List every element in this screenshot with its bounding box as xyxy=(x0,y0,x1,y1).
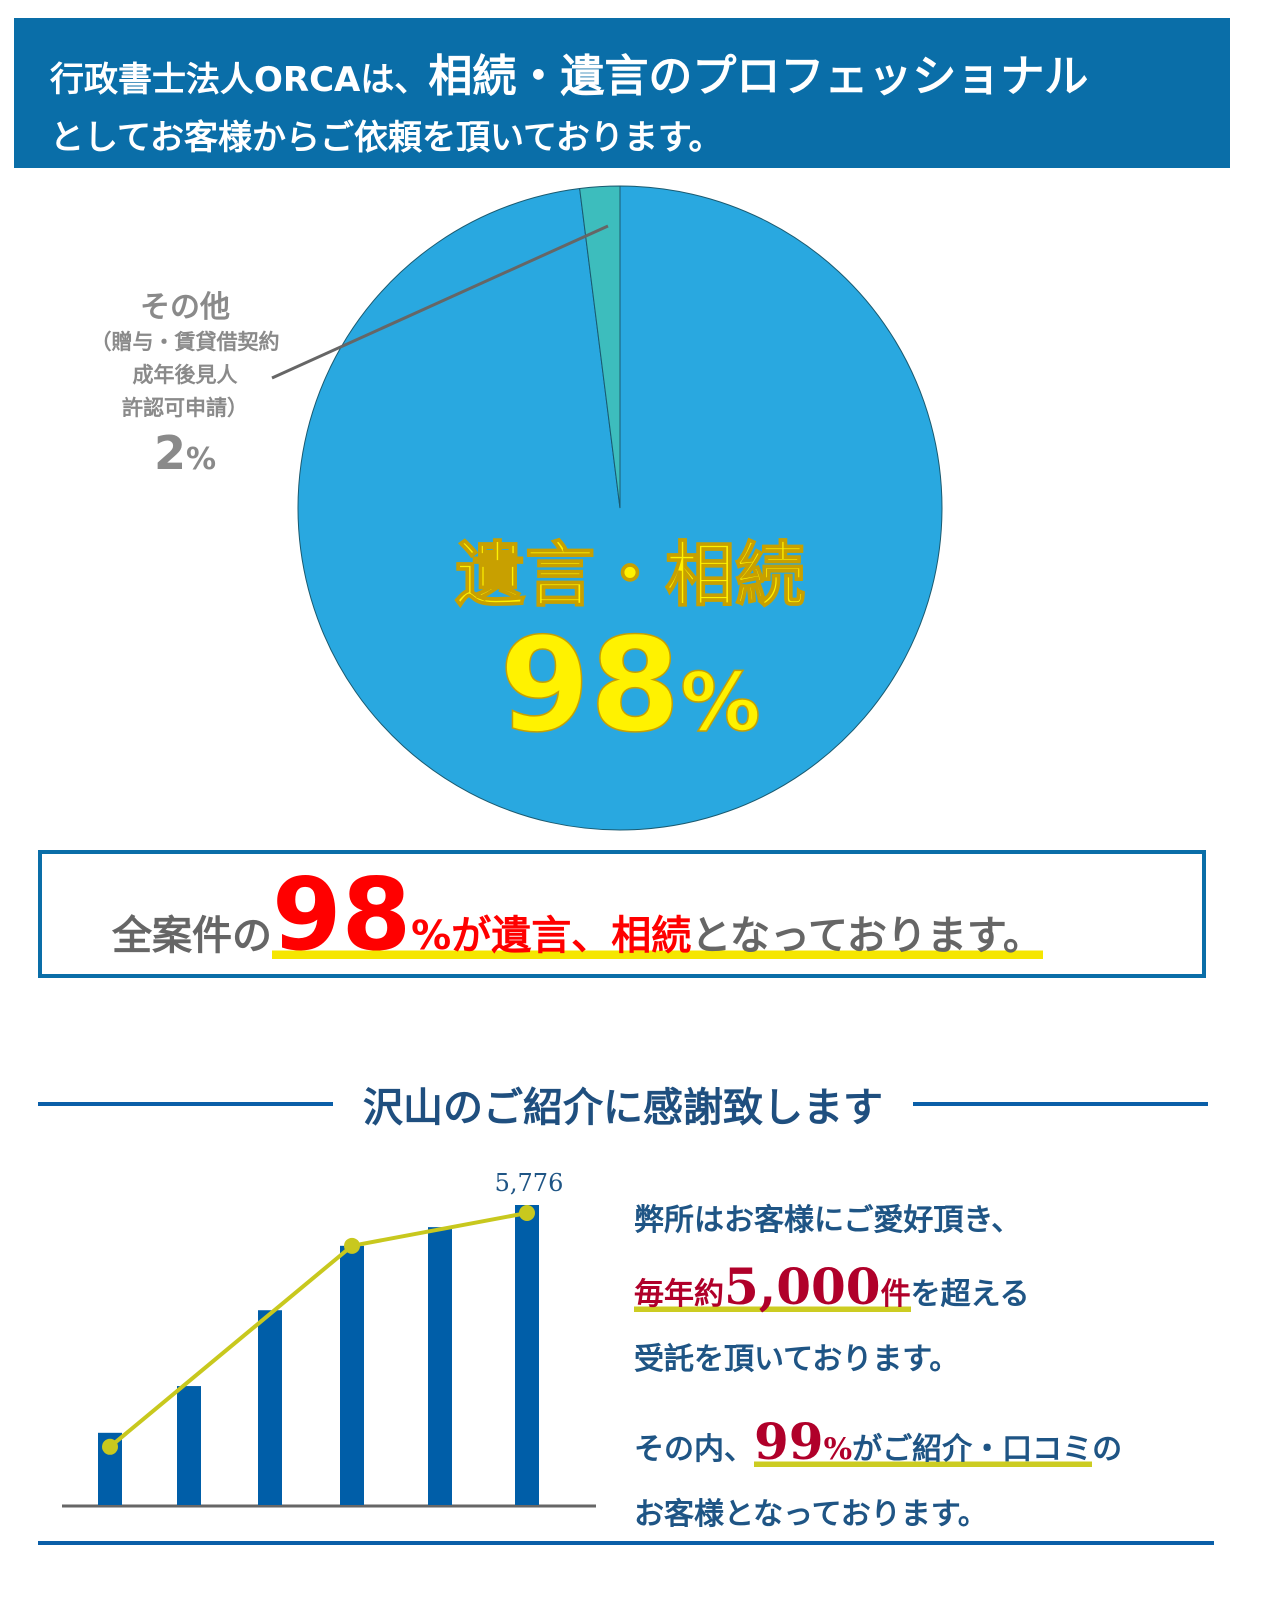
summary-box: 全案件の98%が遺言、相続となっております。 xyxy=(38,850,1206,978)
header-line1b: 相続・遺言のプロフェッショナル xyxy=(428,51,1089,102)
referral-text: 弊所はお客様にご愛好頂き、 毎年約5,000件を超える 受託を頂いております。 … xyxy=(634,1195,1122,1551)
summary-pre: 全案件の xyxy=(112,913,272,959)
summary-mid: が遺言、相続 xyxy=(451,913,692,959)
summary-pct: % xyxy=(411,913,452,959)
pct-sign: % xyxy=(680,655,762,750)
text-line: の xyxy=(1092,1432,1123,1467)
text-red: 毎年約 xyxy=(634,1277,724,1312)
header-line2: としてお客様からご依頼を頂いております。 xyxy=(50,118,723,158)
divider xyxy=(38,1102,333,1106)
trend-point xyxy=(102,1438,118,1455)
main-title: 遺言・相続 xyxy=(454,533,806,617)
data-label: 5,776 xyxy=(495,1169,564,1197)
trend-line xyxy=(108,1211,528,1449)
summary-post: となっております。 xyxy=(691,913,1043,959)
section-title: 沢山のご紹介に感謝致します xyxy=(363,1084,883,1131)
text-line: お客様となっております。 xyxy=(634,1497,988,1532)
other-detail: 成年後見人 xyxy=(132,363,238,387)
bar xyxy=(428,1227,452,1505)
bar xyxy=(258,1310,282,1505)
trend-point xyxy=(344,1237,360,1254)
text-line: 弊所はお客様にご愛好頂き、 xyxy=(634,1203,1022,1238)
summary-num: 98 xyxy=(272,856,412,973)
text-red: % xyxy=(823,1432,853,1467)
text-line: がご紹介・口コミ xyxy=(852,1432,1093,1467)
other-title: その他 xyxy=(140,290,230,325)
main-label: 遺言・相続 98% xyxy=(420,530,840,768)
text-line: を超える xyxy=(910,1277,1030,1312)
bar xyxy=(340,1245,364,1505)
text-line: 受託を頂いております。 xyxy=(634,1342,960,1377)
text-num: 5,000 xyxy=(724,1257,881,1316)
bar xyxy=(515,1205,539,1505)
other-detail: （贈与・賃貸借契約 xyxy=(90,330,280,354)
text-line: その内、 xyxy=(634,1432,754,1467)
divider xyxy=(38,1541,1214,1545)
header-banner: 行政書士法人ORCAは、相続・遺言のプロフェッショナル としてお客様からご依頼を… xyxy=(14,18,1230,168)
other-detail: 許認可申請） xyxy=(122,396,248,420)
main-pct: 98 xyxy=(499,609,681,761)
header-line1a: 行政書士法人ORCAは、 xyxy=(50,60,429,100)
other-pct: 2 xyxy=(153,426,186,480)
other-label: その他 （贈与・賃貸借契約 成年後見人 許認可申請） 2% xyxy=(70,282,300,488)
leader-line xyxy=(271,224,609,380)
section-heading: 沢山のご紹介に感謝致します xyxy=(38,1075,1208,1133)
text-red: 件 xyxy=(880,1277,911,1312)
pct-sign: % xyxy=(185,442,217,477)
pie-slice-1 xyxy=(579,185,621,509)
bar xyxy=(177,1386,201,1505)
text-num: 99 xyxy=(754,1412,824,1471)
trend-point xyxy=(519,1205,535,1221)
divider xyxy=(913,1102,1208,1106)
